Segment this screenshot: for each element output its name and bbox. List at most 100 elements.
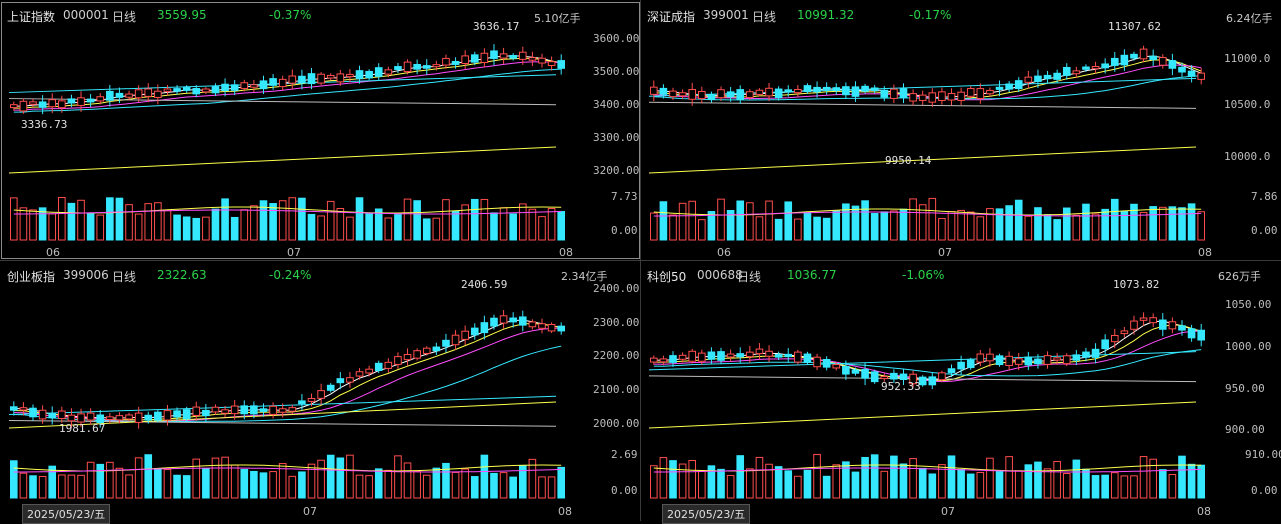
volume-bar [182,216,191,241]
volume-bar [678,202,687,241]
low-price-annotation: 1981.67 [59,422,106,435]
ma60-line [648,351,1197,371]
volume-bar [470,198,479,241]
kline-chart[interactable] [641,262,1280,520]
candle-body [269,405,277,415]
candle-body [1168,60,1177,69]
volume-bar [134,457,143,499]
volume-bar [240,469,249,499]
candle-body [688,350,697,362]
volume-bar [422,218,431,241]
ma250-line [648,146,1197,174]
candle-body [890,88,898,99]
candle-body [880,89,889,98]
candle-body [211,406,220,413]
volume-bar [336,208,345,241]
candle-body [1053,357,1061,361]
candle-body [115,415,124,421]
candle-body [995,355,1004,366]
kline-chart[interactable] [641,2,1280,259]
candle-body [288,407,297,412]
candle-body [966,88,975,97]
chart-panel-shenzhen[interactable]: 深证成指 399001 日线 10991.32 -0.17% 6.24亿手 11… [641,2,1280,259]
volume-bar [38,207,47,241]
volume-bar [659,201,668,241]
volume-bar [403,198,412,241]
volume-bar [442,462,450,499]
volume-bar [192,217,201,241]
candle-body [938,91,946,102]
candle-body [1130,320,1138,330]
candle-body [10,406,18,411]
candle-body [746,351,754,358]
volume-bar [822,217,831,241]
month-label: 07 [941,505,955,518]
price-axis-tick: 1000.00 [1225,340,1272,353]
volume-bar [86,461,95,499]
candle-body [822,358,831,368]
chart-panel-shanghai[interactable]: 上证指数 000001 日线 3559.95 -0.37% 5.10亿手 360… [1,2,640,259]
candle-body [384,69,393,75]
price-axis-tick: 2300.00 [593,316,640,329]
chart-panel-star50[interactable]: 科创50 000688 日线 1036.77 -1.06% 626万手 1050… [641,262,1281,524]
candle-body [717,89,725,99]
volume-bar [77,199,85,241]
volume-axis-tick: 0.00 [1251,224,1278,237]
volume-bar [1149,206,1157,241]
kline-chart[interactable] [1,2,640,259]
candle-body [317,73,325,84]
volume-bar [832,210,841,241]
volume-bar [1168,474,1177,499]
volume-bar [1024,464,1033,499]
candle-body [813,356,821,368]
candle-body [480,322,489,334]
candle-body [842,365,850,375]
volume-bar [1091,475,1100,499]
volume-bar [1149,458,1157,499]
candle-body [832,87,841,92]
volume-bar [1014,199,1023,241]
candle-body [307,397,316,402]
candle-body [707,94,716,101]
low-price-annotation: 952.33 [881,380,921,393]
volume-bar [470,476,479,499]
volume-bar [1043,468,1052,499]
volume-bar [374,468,383,499]
volume-axis-tick: 2.69 [611,448,638,461]
volume-bar [499,472,508,499]
candle-body [1197,329,1205,341]
volume-bar [986,208,994,241]
volume-bar [451,210,460,241]
candle-body [365,70,373,79]
candle-body [259,408,268,412]
candle-body [346,73,354,78]
volume-bar [707,211,716,241]
volume-bar [1014,470,1023,499]
volume-bar [58,196,66,241]
volume-bar [1062,473,1071,499]
volume-bar [269,203,277,241]
candle-body [928,92,937,103]
candle-body [461,330,469,340]
cursor-date-label: 2025/05/23/五 [22,504,111,524]
volume-bar [230,216,239,241]
candle-body [659,87,668,95]
volume-bar [96,214,105,241]
kline-chart[interactable] [1,262,640,520]
volume-bar [557,211,565,241]
volume-bar [1053,460,1061,499]
volume-bar [890,455,898,499]
candle-body [211,86,220,94]
volume-bar [125,474,133,499]
candle-body [528,321,537,328]
volume-bar [451,471,460,499]
index-change: -1.06% [902,268,945,282]
index-change: -0.24% [269,268,312,282]
volume-bar [115,197,124,241]
volume-bar [202,467,210,499]
candle-body [134,412,143,423]
chart-panel-chinext[interactable]: 创业板指 399006 日线 2322.63 -0.24% 2.34亿手 240… [1,262,640,524]
volume-bar [29,475,37,499]
candle-body [125,93,133,98]
volume-bar [1005,456,1013,499]
